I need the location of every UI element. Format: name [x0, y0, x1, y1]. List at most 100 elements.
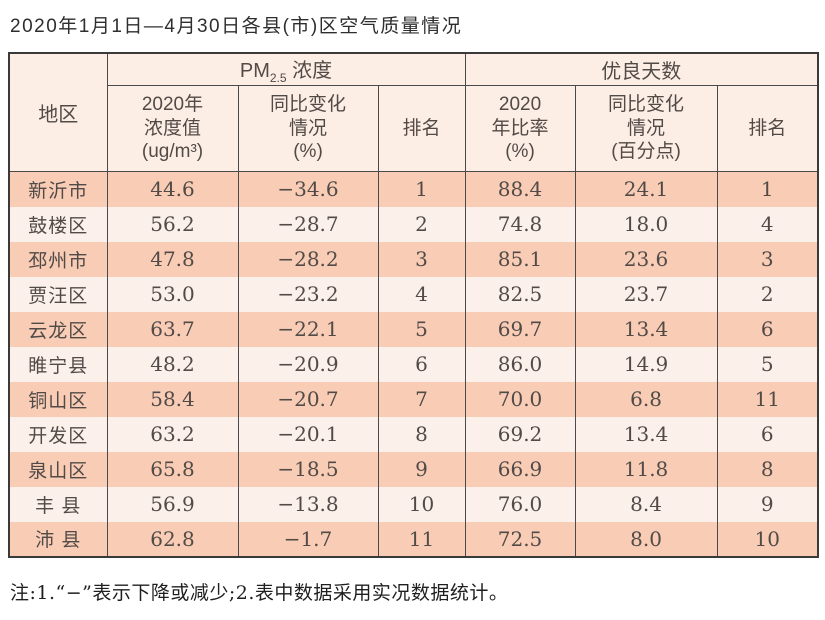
- value-cell: 11.8: [574, 451, 718, 487]
- region-cell: 铜山区: [8, 381, 108, 417]
- value-cell: −1.7: [237, 521, 379, 557]
- value-cell: 63.7: [106, 311, 239, 347]
- value-cell: 5: [377, 311, 466, 347]
- value-cell: 8: [716, 451, 819, 487]
- table-header: 地区 PM2.5 浓度 优良天数 2020年 浓度值 (ug/m³) 同比变化 …: [8, 53, 819, 172]
- value-cell: 86.0: [464, 346, 576, 382]
- header-group-pm25: PM2.5 浓度: [106, 53, 466, 86]
- value-cell: 44.6: [106, 171, 239, 207]
- table-row: 云龙区 63.7 −22.1 5 69.7 13.4 6: [8, 311, 819, 347]
- value-cell: 7: [377, 381, 466, 417]
- header-yoy-change-pp: 同比变化 情况 (百分点): [574, 85, 718, 172]
- value-cell: 47.8: [106, 241, 239, 277]
- value-cell: 76.0: [464, 486, 576, 522]
- table-row: 新沂市 44.6 −34.6 1 88.4 24.1 1: [8, 171, 819, 207]
- value-cell: 8.4: [574, 486, 718, 522]
- value-cell: −34.6: [237, 171, 379, 207]
- value-cell: 3: [377, 241, 466, 277]
- header-group-row: 地区 PM2.5 浓度 优良天数: [8, 53, 819, 172]
- pm-label-subscript: 2.5: [269, 71, 287, 85]
- value-cell: 9: [716, 486, 819, 522]
- value-cell: 6: [716, 416, 819, 452]
- header-ratio-2020: 2020 年比率 (%): [464, 85, 576, 172]
- value-cell: 9: [377, 451, 466, 487]
- value-cell: 74.8: [464, 206, 576, 242]
- value-cell: 58.4: [106, 381, 239, 417]
- value-cell: −18.5: [237, 451, 379, 487]
- value-cell: 14.9: [574, 346, 718, 382]
- value-cell: 23.6: [574, 241, 718, 277]
- table-row: 泉山区 65.8 −18.5 9 66.9 11.8 8: [8, 451, 819, 487]
- value-cell: 69.7: [464, 311, 576, 347]
- header-concentration-2020: 2020年 浓度值 (ug/m³): [106, 85, 239, 172]
- value-cell: 5: [716, 346, 819, 382]
- value-cell: 72.5: [464, 521, 576, 557]
- header-yoy-change-pct: 同比变化 情况 (%): [237, 85, 379, 172]
- header-rank-days: 排名: [716, 85, 819, 172]
- value-cell: 4: [716, 206, 819, 242]
- value-cell: 10: [716, 521, 819, 557]
- region-cell: 睢宁县: [8, 346, 108, 382]
- region-cell: 沛 县: [8, 521, 108, 557]
- value-cell: 56.2: [106, 206, 239, 242]
- value-cell: 10: [377, 486, 466, 522]
- value-cell: 24.1: [574, 171, 718, 207]
- header-sub-row: 2020年 浓度值 (ug/m³) 同比变化 情况 (%) 排名 2020 年比…: [9, 85, 819, 172]
- value-cell: 3: [716, 241, 819, 277]
- value-cell: 1: [377, 171, 466, 207]
- value-cell: 63.2: [106, 416, 239, 452]
- value-cell: −20.9: [237, 346, 379, 382]
- value-cell: 88.4: [464, 171, 576, 207]
- value-cell: 11: [377, 521, 466, 557]
- region-cell: 丰 县: [8, 486, 108, 522]
- value-cell: 48.2: [106, 346, 239, 382]
- value-cell: −13.8: [237, 486, 379, 522]
- value-cell: 69.2: [464, 416, 576, 452]
- value-cell: 13.4: [574, 311, 718, 347]
- table-row: 鼓楼区 56.2 −28.7 2 74.8 18.0 4: [8, 206, 819, 242]
- value-cell: 8.0: [574, 521, 718, 557]
- table-row: 睢宁县 48.2 −20.9 6 86.0 14.9 5: [8, 346, 819, 382]
- value-cell: 53.0: [106, 276, 239, 312]
- region-cell: 邳州市: [8, 241, 108, 277]
- value-cell: 13.4: [574, 416, 718, 452]
- value-cell: 66.9: [464, 451, 576, 487]
- value-cell: 85.1: [464, 241, 576, 277]
- table-row: 沛 县 62.8 −1.7 11 72.5 8.0 10: [8, 521, 819, 557]
- value-cell: −22.1: [237, 311, 379, 347]
- value-cell: 62.8: [106, 521, 239, 557]
- footnote: 注:1.“−”表示下降或减少;2.表中数据采用实况数据统计。: [10, 581, 509, 604]
- value-cell: 18.0: [574, 206, 718, 242]
- value-cell: 2: [716, 276, 819, 312]
- table-row: 丰 县 56.9 −13.8 10 76.0 8.4 9: [8, 486, 819, 522]
- value-cell: 11: [716, 381, 819, 417]
- value-cell: −28.7: [237, 206, 379, 242]
- header-group-good-days: 优良天数: [464, 53, 819, 86]
- value-cell: −20.1: [237, 416, 379, 452]
- value-cell: 8: [377, 416, 466, 452]
- value-cell: −20.7: [237, 381, 379, 417]
- page-title: 2020年1月1日—4月30日各县(市)区空气质量情况: [10, 16, 463, 37]
- table-row: 贾汪区 53.0 −23.2 4 82.5 23.7 2: [8, 276, 819, 312]
- table-body: 新沂市 44.6 −34.6 1 88.4 24.1 1 鼓楼区 56.2 −28.7 2 74.8 1…: [8, 171, 819, 557]
- value-cell: 23.7: [574, 276, 718, 312]
- value-cell: 70.0: [464, 381, 576, 417]
- value-cell: 1: [716, 171, 819, 207]
- value-cell: 6.8: [574, 381, 718, 417]
- pm-label-suffix: 浓度: [286, 60, 333, 82]
- value-cell: 65.8: [106, 451, 239, 487]
- value-cell: 82.5: [464, 276, 576, 312]
- table-row: 铜山区 58.4 −20.7 7 70.0 6.8 11: [8, 381, 819, 417]
- region-cell: 鼓楼区: [8, 206, 108, 242]
- value-cell: −28.2: [237, 241, 379, 277]
- air-quality-table: 地区 PM2.5 浓度 优良天数 2020年 浓度值 (ug/m³) 同比变化 …: [8, 52, 820, 558]
- value-cell: 4: [377, 276, 466, 312]
- table-row: 开发区 63.2 −20.1 8 69.2 13.4 6: [8, 416, 819, 452]
- value-cell: 56.9: [106, 486, 239, 522]
- region-cell: 新沂市: [8, 171, 108, 207]
- value-cell: −23.2: [237, 276, 379, 312]
- region-cell: 开发区: [8, 416, 108, 452]
- page: 2020年1月1日—4月30日各县(市)区空气质量情况 地区 PM2.5 浓度 …: [8, 16, 820, 604]
- value-cell: 2: [377, 206, 466, 242]
- region-cell: 云龙区: [8, 311, 108, 347]
